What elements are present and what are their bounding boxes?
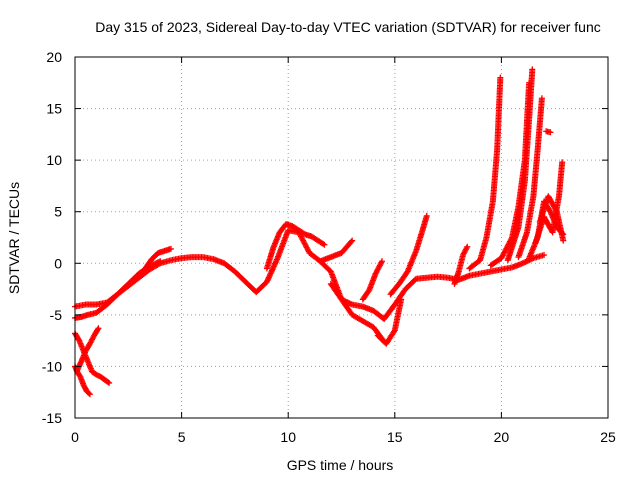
series-track-evening-d <box>515 95 545 261</box>
data-point <box>75 336 82 343</box>
series-track-start-rise <box>74 325 102 374</box>
data-point <box>94 326 101 333</box>
series-track-dip-spike <box>374 296 405 347</box>
series-track-evening-c <box>504 66 536 264</box>
data-point <box>349 237 356 244</box>
x-tick-label: 0 <box>71 429 79 445</box>
data-point <box>560 237 567 244</box>
series-track-main <box>72 227 548 322</box>
data-point <box>86 391 93 398</box>
y-tick-label: 5 <box>54 204 62 220</box>
data-point <box>464 243 471 250</box>
x-axis-label: GPS time / hours <box>287 457 394 473</box>
data-point <box>320 240 327 247</box>
x-tick-label: 10 <box>280 429 296 445</box>
data-point <box>529 66 536 73</box>
y-tick-label: -10 <box>42 358 62 374</box>
data-point <box>390 328 397 335</box>
y-tick-label: -15 <box>42 410 62 426</box>
data-point <box>348 238 355 245</box>
x-tick-label: 15 <box>387 429 403 445</box>
series-track-mid-spike <box>387 212 430 298</box>
x-tick-label: 5 <box>178 429 186 445</box>
series-track-noon-upper <box>317 237 356 265</box>
y-tick-label: 20 <box>46 49 62 65</box>
y-tick-label: 10 <box>46 152 62 168</box>
series-track-early-hump <box>135 245 174 279</box>
data-point <box>423 212 430 219</box>
y-axis-label: SDTVAR / TECUs <box>6 182 22 294</box>
plot-frame <box>74 56 609 419</box>
data-point <box>538 95 545 102</box>
data-point <box>321 241 328 248</box>
data-marks <box>72 66 567 398</box>
x-tick-label: 20 <box>494 429 510 445</box>
data-point <box>553 207 560 214</box>
series-track-bump-b <box>451 243 471 287</box>
data-point <box>541 252 548 259</box>
data-point <box>547 129 554 136</box>
x-tick-label: 25 <box>600 429 616 445</box>
data-point <box>105 379 112 386</box>
data-point <box>106 379 113 386</box>
data-point <box>76 372 83 379</box>
y-tick-label: 15 <box>46 101 62 117</box>
data-point <box>167 245 174 252</box>
axis-ticks <box>74 56 609 419</box>
series-track-peak-upper <box>263 221 328 272</box>
data-point <box>497 74 504 81</box>
series-track-isolated <box>543 128 554 136</box>
y-tick-label: 0 <box>54 255 62 271</box>
series-track-late-c <box>536 193 567 244</box>
data-point <box>398 296 405 303</box>
tick-labels: 0 5 10 15 20 25 -15 -10 -5 0 5 10 15 20 <box>42 49 616 445</box>
data-point <box>559 159 566 166</box>
y-tick-label: -5 <box>50 307 63 323</box>
data-point <box>379 258 386 265</box>
data-point <box>157 258 164 265</box>
data-point <box>95 325 102 332</box>
series-track-evening-a <box>466 74 504 272</box>
data-point <box>85 390 92 397</box>
series-track-bump-a <box>359 258 386 303</box>
chart-title: Day 315 of 2023, Sidereal Day-to-day VTE… <box>95 19 601 35</box>
